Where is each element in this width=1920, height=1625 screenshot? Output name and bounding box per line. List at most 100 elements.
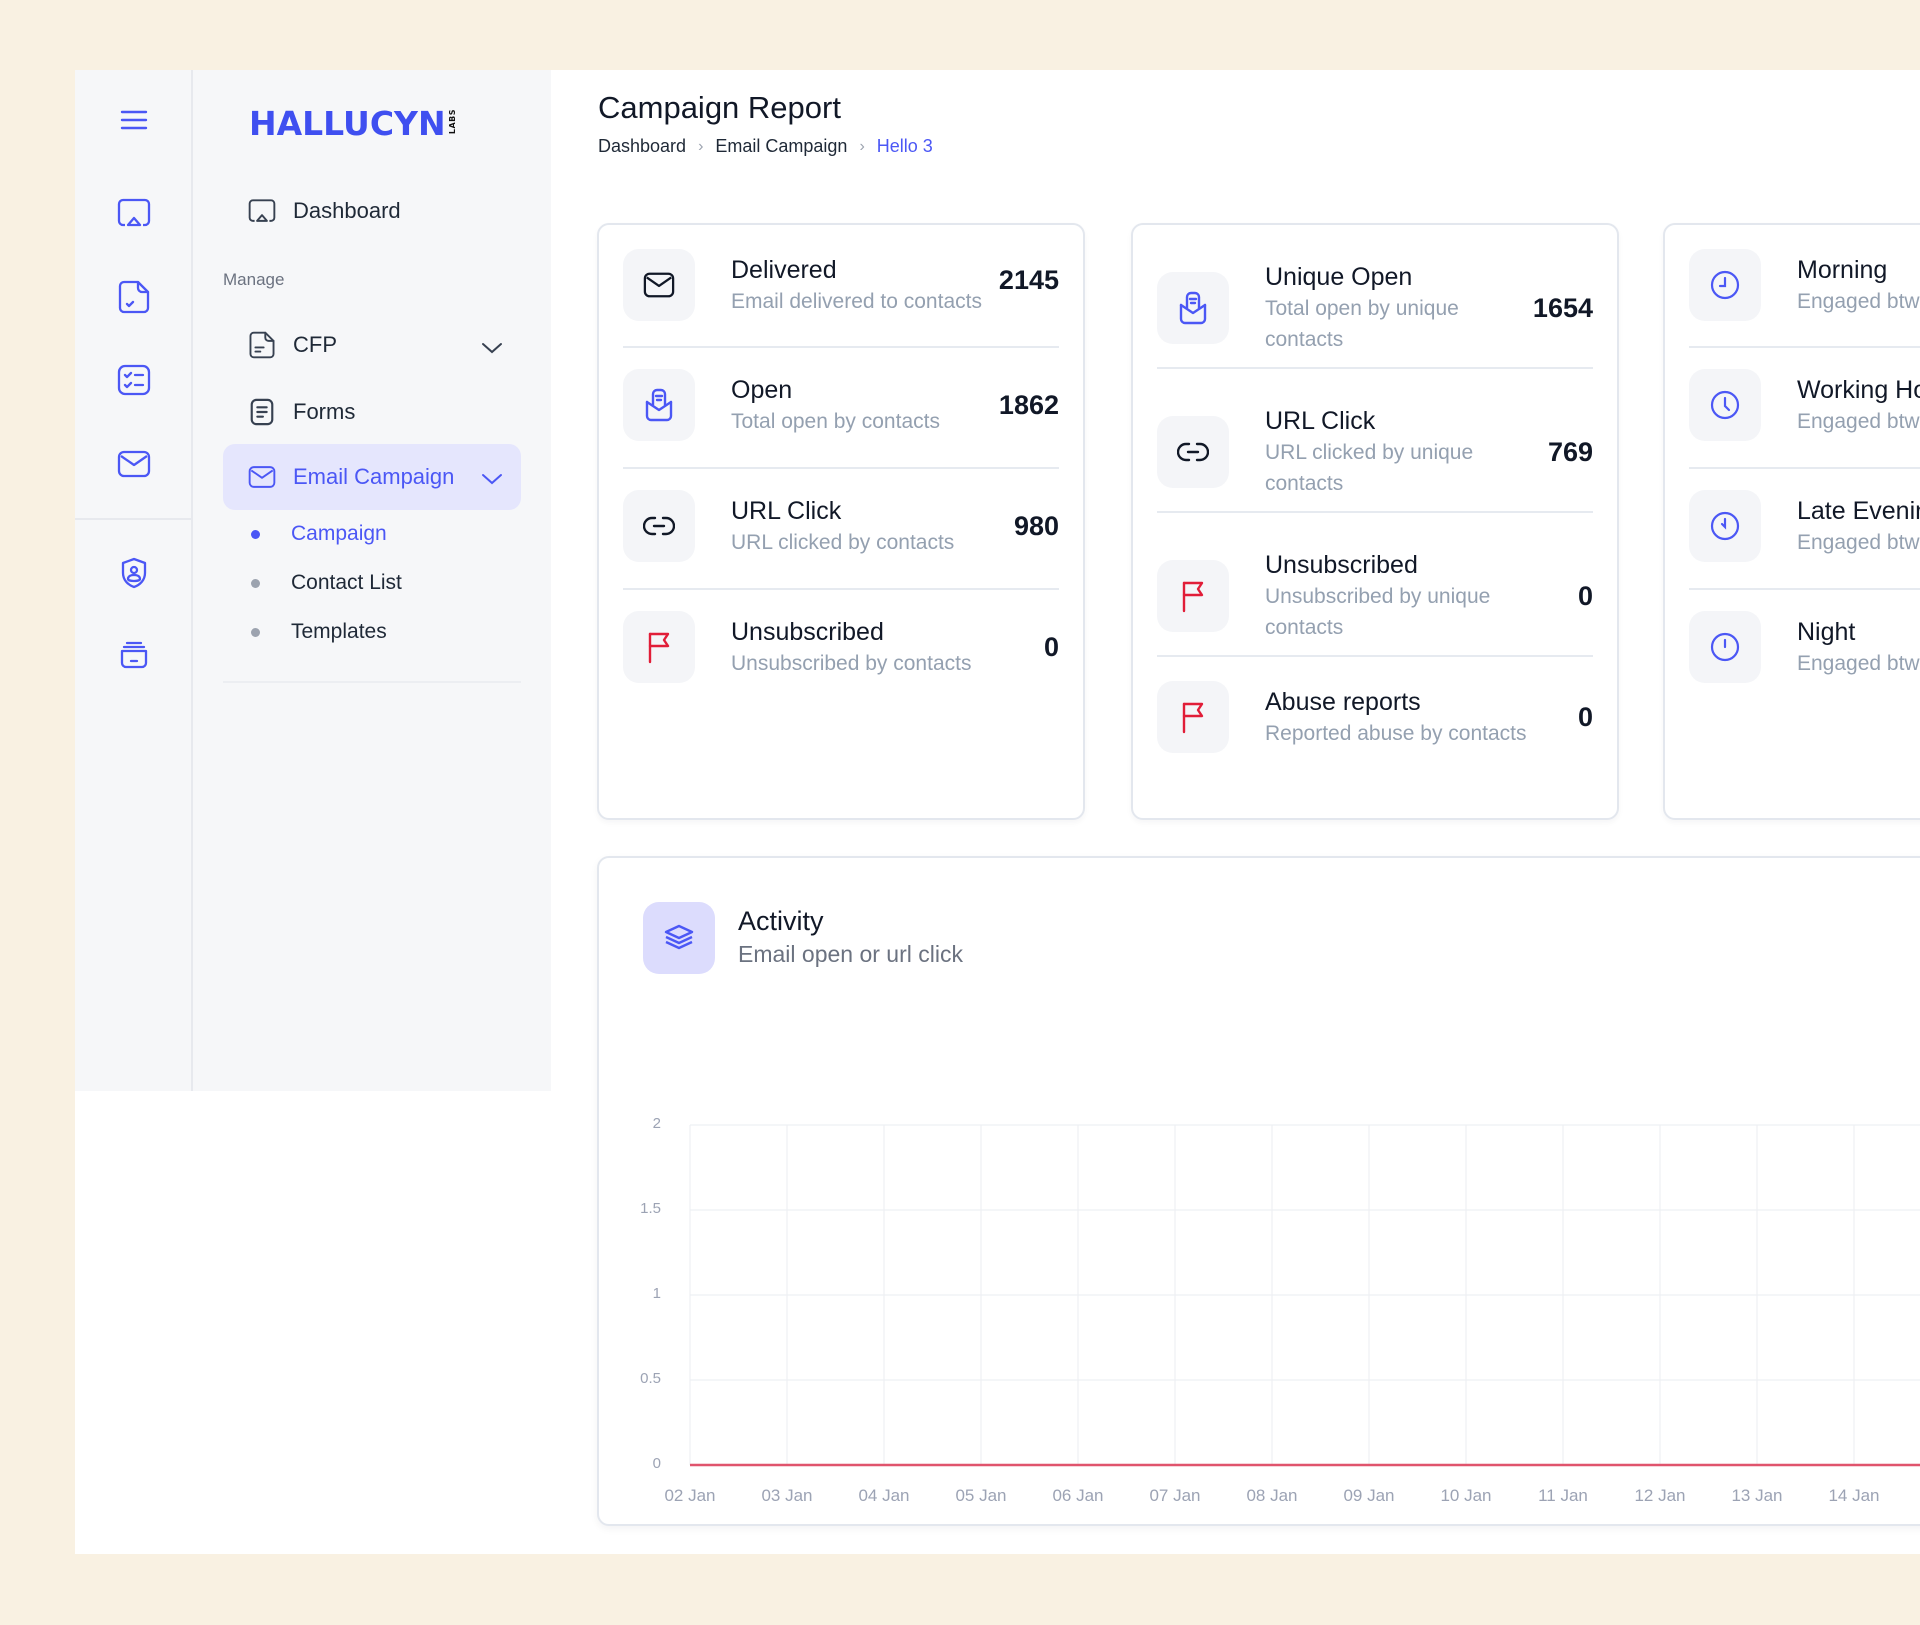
- x-tick: 03 Jan: [761, 1486, 813, 1505]
- breadcrumb-email-campaign[interactable]: Email Campaign: [715, 136, 848, 156]
- x-tick: 06 Jan: [1052, 1486, 1104, 1505]
- mail-icon: [623, 249, 695, 321]
- icon-rail: [75, 70, 193, 1091]
- sidebar-item-dashboard[interactable]: Dashboard: [223, 179, 521, 243]
- stat-title: Night: [1797, 617, 1856, 646]
- x-tick: 05 Jan: [955, 1486, 1007, 1505]
- form-icon: [247, 397, 277, 427]
- stat-value: 0: [1043, 631, 1059, 662]
- mail-icon[interactable]: [114, 444, 154, 484]
- row-divider: [623, 467, 1059, 469]
- sidebar-subitem-campaign[interactable]: Campaign: [251, 522, 387, 546]
- rail-divider: [75, 518, 191, 520]
- brand-suffix: LABS: [447, 109, 457, 135]
- chevron-right-icon: ›: [859, 137, 865, 155]
- sidebar-item-email-campaign[interactable]: Email Campaign: [223, 444, 521, 510]
- stat-title: URL Click: [731, 496, 842, 525]
- row-divider: [1689, 467, 1920, 469]
- clock-icon: [1689, 369, 1761, 441]
- stat-description: URL clicked by contacts: [731, 530, 955, 554]
- sidebar-item-forms[interactable]: Forms: [223, 380, 521, 444]
- stat-description: Engaged btw: [1797, 409, 1920, 433]
- stat-description: Engaged btw: [1797, 530, 1920, 554]
- archive-icon[interactable]: [114, 635, 154, 675]
- x-tick: 10 Jan: [1440, 1486, 1492, 1505]
- menu-icon[interactable]: [114, 100, 154, 140]
- link-icon: [1157, 416, 1229, 488]
- breadcrumb: Dashboard › Email Campaign › Hello 3: [598, 136, 933, 157]
- stat-title: Open: [731, 375, 793, 404]
- stat-title: Abuse reports: [1265, 687, 1421, 716]
- row-divider: [623, 588, 1059, 590]
- stat-unique-unsubscribed: Unsubscribed Unsubscribed by unique cont…: [1157, 549, 1593, 643]
- file-text-icon: [247, 330, 277, 360]
- stats-card-unique: Unique Open Total open by unique contact…: [1131, 223, 1619, 820]
- chevron-down-icon[interactable]: [481, 466, 503, 486]
- breadcrumb-current: Hello 3: [876, 136, 933, 156]
- sidebar-subitem-templates[interactable]: Templates: [251, 620, 387, 644]
- dashboard-icon[interactable]: [114, 193, 154, 233]
- stat-description: URL clicked by unique contacts: [1265, 441, 1474, 495]
- row-divider: [1157, 367, 1593, 369]
- layers-icon: [643, 902, 715, 974]
- dashboard-icon: [247, 196, 277, 226]
- stat-title: Unsubscribed: [731, 617, 884, 646]
- shield-user-icon[interactable]: [114, 553, 154, 593]
- x-tick: 14 Jan: [1828, 1486, 1880, 1505]
- stat-description: Unsubscribed by contacts: [731, 651, 972, 675]
- stat-title: URL Click: [1265, 407, 1376, 435]
- stats-card-engagement-time: Morning Engaged btw Working Ho Engaged b…: [1663, 223, 1920, 820]
- row-divider: [623, 346, 1059, 348]
- stat-value: 980: [1013, 510, 1059, 541]
- x-tick: 09 Jan: [1343, 1486, 1395, 1505]
- bullet-dot: [251, 578, 260, 588]
- stat-value: 0: [1577, 580, 1593, 611]
- y-tick: 1.5: [640, 1200, 661, 1217]
- row-divider: [1689, 346, 1920, 348]
- stat-value: 1862: [998, 389, 1059, 420]
- sidebar-subitem-label: Contact List: [291, 571, 402, 594]
- link-icon: [623, 490, 695, 562]
- y-tick: 2: [652, 1115, 661, 1132]
- file-check-icon[interactable]: [114, 277, 154, 317]
- chart-plot: [689, 1124, 1920, 1467]
- stat-title: Morning: [1797, 255, 1888, 284]
- app-window: HALLUCYN LABS Dashboard Manage CFP Forms: [75, 70, 1920, 1554]
- row-divider: [1689, 588, 1920, 590]
- stat-open: Open Total open by contacts 1862: [623, 369, 1059, 441]
- stat-morning: Morning Engaged btw: [1689, 249, 1920, 321]
- brand-logo[interactable]: HALLUCYN LABS: [249, 104, 457, 143]
- activity-card: Activity Email open or url click 2 1.5 1…: [597, 856, 1920, 1526]
- y-tick: 0.5: [640, 1370, 661, 1387]
- sidebar-item-cfp[interactable]: CFP: [223, 313, 521, 377]
- sidebar-subitem-label: Templates: [291, 620, 387, 643]
- chevron-down-icon[interactable]: [481, 335, 503, 355]
- checklist-icon[interactable]: [114, 360, 154, 400]
- sidebar: HALLUCYN LABS Dashboard Manage CFP Forms: [193, 70, 551, 1091]
- stat-description: Engaged btw: [1797, 289, 1920, 313]
- stat-value: 1654: [1532, 292, 1593, 323]
- mail-open-icon: [623, 369, 695, 441]
- breadcrumb-dashboard[interactable]: Dashboard: [598, 136, 687, 156]
- section-label-manage: Manage: [223, 270, 285, 289]
- stat-abuse-reports: Abuse reports Reported abuse by contacts…: [1157, 681, 1593, 753]
- sidebar-item-label: CFP: [293, 332, 337, 357]
- flag-icon: [623, 611, 695, 683]
- x-tick: 04 Jan: [858, 1486, 910, 1505]
- stat-title: Delivered: [731, 255, 837, 284]
- clock-icon: [1689, 249, 1761, 321]
- x-tick: 13 Jan: [1731, 1486, 1783, 1505]
- brand-name: HALLUCYN: [249, 104, 446, 143]
- sidebar-subitem-contact-list[interactable]: Contact List: [251, 571, 402, 595]
- sidebar-item-label: Dashboard: [293, 198, 401, 223]
- x-tick: 12 Jan: [1634, 1486, 1686, 1505]
- stat-unique-url-click: URL Click URL clicked by unique contacts…: [1157, 405, 1593, 499]
- activity-subtitle: Email open or url click: [738, 941, 963, 967]
- stat-title: Late Evenin: [1797, 496, 1920, 525]
- y-tick: 1: [652, 1285, 661, 1302]
- stat-unsubscribed: Unsubscribed Unsubscribed by contacts 0: [623, 611, 1059, 683]
- activity-chart: 2 1.5 1 0.5 0 02 Jan 03 Jan 04 Jan 05 Ja…: [599, 858, 1920, 1528]
- x-tick: 08 Jan: [1246, 1486, 1298, 1505]
- clock-icon: [1689, 490, 1761, 562]
- flag-icon: [1157, 560, 1229, 632]
